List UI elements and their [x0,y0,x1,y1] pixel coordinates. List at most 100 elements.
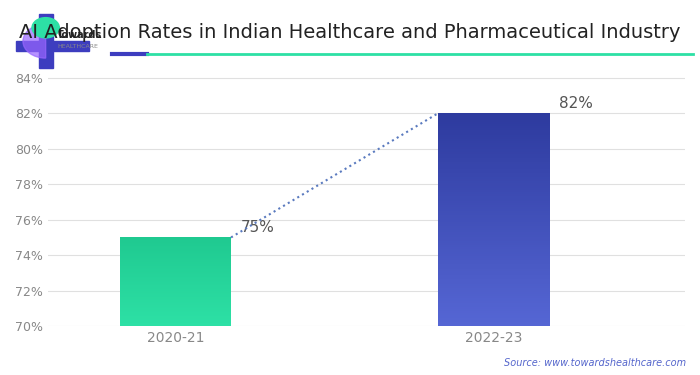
Bar [438,307,550,309]
Bar [438,235,550,237]
Bar [438,271,550,273]
Bar [120,260,231,261]
Bar [438,158,550,160]
Bar [438,166,550,169]
Bar [120,302,231,303]
Bar [120,308,231,309]
Bar [438,132,550,135]
Bar [120,246,231,247]
Bar [438,226,550,228]
Bar [438,209,550,211]
Bar [120,252,231,254]
Bar [120,288,231,289]
Bar [120,317,231,318]
Bar [120,295,231,296]
Bar [120,313,231,314]
Bar [438,294,550,296]
Bar [438,252,550,254]
Bar [120,267,231,268]
Bar [438,128,550,130]
Bar [438,205,550,207]
Bar [438,292,550,294]
Text: HEALTHCARE: HEALTHCARE [57,44,98,49]
Bar [120,261,231,262]
Bar [438,207,550,209]
Bar [120,276,231,278]
Bar [120,243,231,244]
Bar [120,300,231,301]
Bar [438,116,550,117]
Bar [438,243,550,245]
Bar [438,248,550,249]
Bar [438,143,550,145]
Bar [438,290,550,292]
Bar [120,254,231,255]
Bar [438,249,550,252]
Bar [120,314,231,315]
Bar [438,268,550,271]
Text: Towards: Towards [57,30,102,39]
Bar [120,290,231,291]
Bar [120,292,231,293]
Bar [120,321,231,322]
Bar [438,188,550,190]
Bar [438,288,550,290]
Bar [120,248,231,249]
Bar [120,262,231,263]
Bar [120,264,231,265]
Bar [438,273,550,275]
Bar [120,256,231,257]
Bar [120,307,231,308]
Bar [438,262,550,264]
Bar [120,296,231,297]
Bar [120,241,231,242]
Bar [438,213,550,215]
Bar [120,237,231,238]
Text: AI Adoption Rates in Indian Healthcare and Pharmaceutical Industry: AI Adoption Rates in Indian Healthcare a… [20,22,680,42]
Bar [120,274,231,276]
Bar [120,247,231,248]
Bar [120,318,231,319]
Bar [438,160,550,162]
Bar [120,249,231,250]
Bar [438,217,550,220]
Bar [120,297,231,298]
Bar [438,224,550,226]
Bar [120,265,231,266]
Bar [438,124,550,126]
Bar [438,192,550,194]
Bar [120,281,231,282]
Bar [438,183,550,186]
Bar [120,258,231,259]
Bar [438,254,550,256]
Bar [438,256,550,258]
Bar [39,14,52,68]
Bar [120,294,231,295]
Bar [120,257,231,258]
Bar [120,250,231,251]
Bar [120,322,231,324]
Bar [120,306,231,307]
Bar [120,245,231,246]
Bar [438,324,550,326]
Bar [438,190,550,192]
Bar [120,319,231,320]
Bar [438,260,550,262]
Bar [438,156,550,158]
Bar [438,232,550,235]
Bar [438,298,550,301]
Bar [438,215,550,217]
Bar [120,244,231,245]
Bar [120,303,231,304]
Bar [438,314,550,315]
Bar [438,194,550,196]
Bar [438,141,550,143]
Bar [438,154,550,156]
Bar [120,305,231,306]
Bar [120,311,231,312]
Bar [120,271,231,272]
Bar [438,147,550,149]
Bar [120,273,231,274]
Bar [438,126,550,128]
Bar [120,242,231,243]
